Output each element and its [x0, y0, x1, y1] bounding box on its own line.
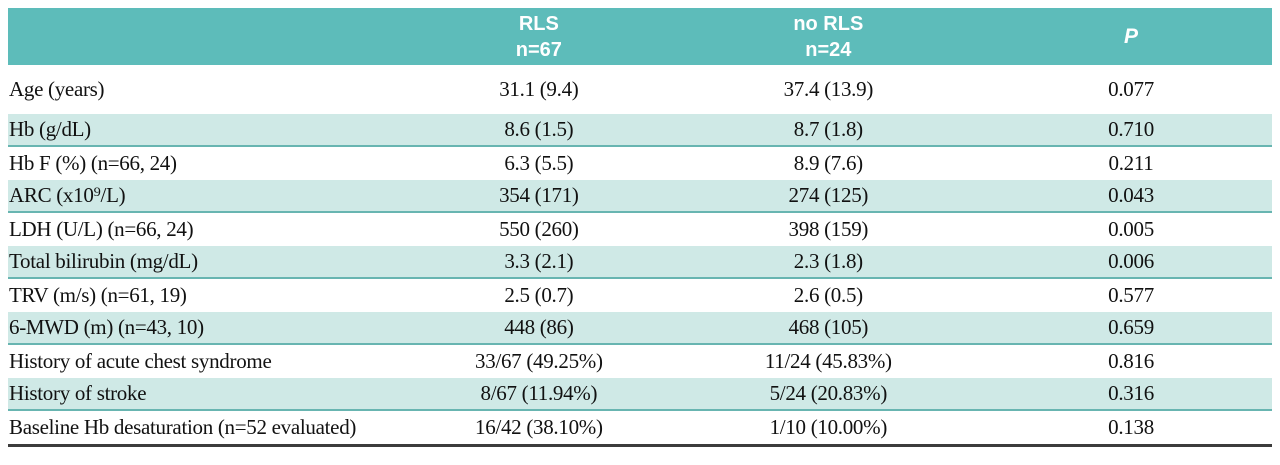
- p-value: 0.211: [1108, 151, 1154, 175]
- no-rls-value: 8.9 (7.6): [793, 151, 863, 175]
- table-row: Age (years) 31.1 (9.4) 37.4 (13.9) 0.077: [8, 65, 1272, 114]
- rls-value: 550 (260): [499, 217, 579, 241]
- p-value: 0.659: [1108, 315, 1154, 339]
- rls-value: 16/42 (38.10%): [475, 415, 603, 439]
- no-rls-value: 8.7 (1.8): [793, 117, 863, 141]
- rls-value: 33/67 (49.25%): [475, 349, 603, 373]
- header-no-rls-column: no RLS n=24: [653, 11, 1004, 63]
- header-p-column: P: [1124, 24, 1139, 48]
- rls-value: 6.3 (5.5): [504, 151, 574, 175]
- rls-value: 2.5 (0.7): [504, 283, 574, 307]
- table-row: LDH (U/L) (n=66, 24) 550 (260) 398 (159) 0.…: [8, 213, 1272, 246]
- rls-value: 354 (171): [499, 183, 579, 207]
- no-rls-value: 398 (159): [788, 217, 869, 241]
- p-value: 0.077: [1108, 77, 1154, 101]
- table-header-row: RLS n=67 no RLS n=24 P: [8, 8, 1272, 65]
- rls-value: 31.1 (9.4): [499, 77, 579, 101]
- row-label: History of acute chest syndrome: [9, 349, 272, 373]
- row-label: LDH (U/L) (n=66, 24): [9, 217, 194, 241]
- row-label: Hb F (%) (n=66, 24): [9, 151, 177, 175]
- row-label: Age (years): [9, 77, 105, 101]
- table-row: 6-MWD (m) (n=43, 10) 448 (86) 468 (105) 0.6…: [8, 312, 1272, 345]
- table-row: History of acute chest syndrome 33/67 (49…: [8, 345, 1272, 378]
- row-label: Total bilirubin (mg/dL): [9, 249, 198, 273]
- row-label: History of stroke: [9, 381, 147, 405]
- header-no-rls-label: no RLS: [793, 12, 864, 35]
- p-value: 0.006: [1108, 249, 1154, 273]
- table-row: ARC (x10⁹/L) 354 (171) 274 (125) 0.043: [8, 180, 1272, 213]
- table-row: Hb F (%) (n=66, 24) 6.3 (5.5) 8.9 (7.6) 0.2…: [8, 147, 1272, 180]
- table-body: Age (years) 31.1 (9.4) 37.4 (13.9) 0.077 Hb …: [8, 65, 1272, 447]
- table-row: History of stroke 8/67 (11.94%) 5/24 (20.8…: [8, 378, 1272, 411]
- comparison-table: RLS n=67 no RLS n=24 P Age (years) 31.1 (…: [8, 8, 1272, 447]
- rls-value: 8.6 (1.5): [504, 117, 574, 141]
- p-value: 0.316: [1108, 381, 1154, 405]
- header-no-rls-n: n=24: [805, 38, 852, 61]
- rls-value: 8/67 (11.94%): [480, 381, 598, 405]
- p-value: 0.816: [1108, 349, 1154, 373]
- table-row: Total bilirubin (mg/dL) 3.3 (2.1) 2.3 (1.8…: [8, 246, 1272, 279]
- header-rls-column: RLS n=67: [425, 11, 653, 63]
- no-rls-value: 274 (125): [788, 183, 869, 207]
- no-rls-value: 37.4 (13.9): [783, 77, 874, 101]
- header-rls-n: n=67: [515, 38, 562, 61]
- no-rls-value: 2.3 (1.8): [793, 249, 863, 273]
- row-label: Hb (g/dL): [9, 117, 91, 141]
- row-label: 6-MWD (m) (n=43, 10): [9, 315, 204, 339]
- header-rls-label: RLS: [518, 12, 559, 35]
- rls-value: 3.3 (2.1): [504, 249, 574, 273]
- table-row: Hb (g/dL) 8.6 (1.5) 8.7 (1.8) 0.710: [8, 114, 1272, 147]
- table-row: Baseline Hb desaturation (n=52 evaluated…: [8, 411, 1272, 444]
- row-label: ARC (x10⁹/L): [9, 183, 126, 207]
- p-value: 0.710: [1108, 117, 1154, 141]
- row-label: Baseline Hb desaturation (n=52 evaluated…: [9, 415, 357, 439]
- no-rls-value: 468 (105): [788, 315, 869, 339]
- p-value: 0.005: [1108, 217, 1154, 241]
- no-rls-value: 11/24 (45.83%): [764, 349, 892, 373]
- no-rls-value: 2.6 (0.5): [793, 283, 863, 307]
- p-value: 0.138: [1108, 415, 1154, 439]
- rls-value: 448 (86): [504, 315, 574, 339]
- no-rls-value: 1/10 (10.00%): [769, 415, 888, 439]
- p-value: 0.577: [1108, 283, 1154, 307]
- row-label: TRV (m/s) (n=61, 19): [9, 283, 187, 307]
- no-rls-value: 5/24 (20.83%): [769, 381, 888, 405]
- table-row: TRV (m/s) (n=61, 19) 2.5 (0.7) 2.6 (0.5) 0.…: [8, 279, 1272, 312]
- p-value: 0.043: [1108, 183, 1154, 207]
